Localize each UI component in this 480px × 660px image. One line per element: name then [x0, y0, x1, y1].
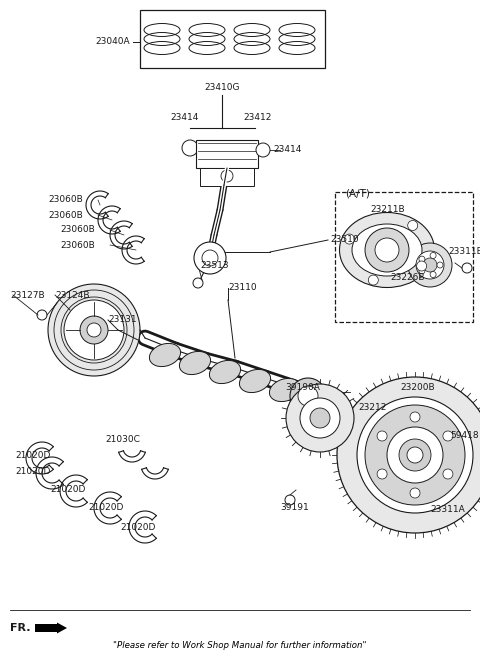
Circle shape — [310, 408, 330, 428]
Circle shape — [416, 251, 444, 279]
Circle shape — [430, 253, 436, 259]
Circle shape — [408, 243, 452, 287]
Text: 23410G: 23410G — [204, 84, 240, 92]
Circle shape — [365, 228, 409, 272]
Text: 21020D: 21020D — [88, 504, 123, 513]
Circle shape — [410, 488, 420, 498]
Text: 21020D: 21020D — [120, 523, 156, 533]
Circle shape — [48, 284, 140, 376]
Text: 23131: 23131 — [108, 315, 137, 325]
Circle shape — [286, 384, 354, 452]
Circle shape — [462, 263, 472, 273]
Text: (A/T): (A/T) — [345, 189, 370, 199]
Bar — [140, 10, 325, 68]
Circle shape — [64, 300, 124, 360]
Circle shape — [368, 275, 378, 285]
Circle shape — [377, 431, 387, 441]
Text: 23060B: 23060B — [48, 211, 83, 220]
Text: 21020D: 21020D — [15, 467, 50, 477]
Circle shape — [443, 469, 453, 479]
FancyArrow shape — [35, 622, 67, 634]
Circle shape — [37, 310, 47, 320]
Text: 23060B: 23060B — [60, 240, 95, 249]
Text: 21020D: 21020D — [50, 486, 85, 494]
Circle shape — [407, 447, 423, 463]
Circle shape — [194, 242, 226, 274]
Circle shape — [375, 238, 399, 262]
Circle shape — [256, 143, 270, 157]
Ellipse shape — [180, 351, 211, 375]
Circle shape — [193, 278, 203, 288]
Text: 23040A: 23040A — [96, 38, 130, 46]
Text: 23127B: 23127B — [10, 290, 45, 300]
Text: 23200B: 23200B — [400, 383, 434, 393]
Circle shape — [357, 397, 473, 513]
Text: 23513: 23513 — [200, 261, 228, 269]
Circle shape — [419, 256, 425, 262]
Text: 23060B: 23060B — [60, 226, 95, 234]
Ellipse shape — [339, 213, 434, 288]
Text: 23311A: 23311A — [430, 506, 465, 515]
Text: 23060B: 23060B — [48, 195, 83, 205]
Text: 39190A: 39190A — [285, 383, 320, 393]
Text: 23124B: 23124B — [55, 290, 89, 300]
Circle shape — [337, 377, 480, 533]
Circle shape — [410, 412, 420, 422]
Circle shape — [300, 398, 340, 438]
Circle shape — [298, 386, 318, 406]
Circle shape — [432, 503, 442, 513]
Circle shape — [419, 268, 425, 274]
Text: 39191: 39191 — [280, 504, 309, 513]
Text: 21020D: 21020D — [15, 451, 50, 459]
Circle shape — [399, 439, 431, 471]
Circle shape — [80, 316, 108, 344]
Bar — [196, 140, 258, 168]
Circle shape — [408, 220, 418, 230]
Text: "Please refer to Work Shop Manual for further information": "Please refer to Work Shop Manual for fu… — [113, 640, 367, 649]
Text: 59418: 59418 — [450, 430, 479, 440]
Bar — [335, 192, 473, 322]
Ellipse shape — [240, 370, 271, 393]
Bar — [200, 168, 254, 186]
Circle shape — [417, 261, 427, 271]
Circle shape — [377, 469, 387, 479]
Circle shape — [87, 323, 101, 337]
Circle shape — [221, 170, 233, 182]
Circle shape — [423, 258, 437, 272]
Text: 23414: 23414 — [171, 114, 199, 123]
Text: FR.: FR. — [10, 623, 31, 633]
Ellipse shape — [209, 360, 240, 383]
Circle shape — [345, 234, 354, 244]
Text: 23211B: 23211B — [370, 205, 405, 214]
Circle shape — [202, 250, 218, 266]
Text: 23311B: 23311B — [448, 248, 480, 257]
Text: 23110: 23110 — [228, 284, 257, 292]
Text: 23510: 23510 — [330, 236, 359, 244]
Ellipse shape — [269, 378, 300, 401]
Circle shape — [437, 262, 443, 268]
Circle shape — [430, 271, 436, 277]
Circle shape — [365, 405, 465, 505]
Ellipse shape — [149, 343, 180, 366]
Circle shape — [285, 495, 295, 505]
Text: 21030C: 21030C — [105, 436, 140, 444]
Text: 23412: 23412 — [244, 114, 272, 123]
Circle shape — [387, 427, 443, 483]
Circle shape — [290, 378, 326, 414]
Circle shape — [182, 140, 198, 156]
Text: 23414: 23414 — [273, 145, 301, 154]
Circle shape — [443, 431, 453, 441]
Ellipse shape — [352, 224, 422, 276]
Text: 23226B: 23226B — [390, 273, 424, 282]
Text: 23212: 23212 — [358, 403, 386, 412]
